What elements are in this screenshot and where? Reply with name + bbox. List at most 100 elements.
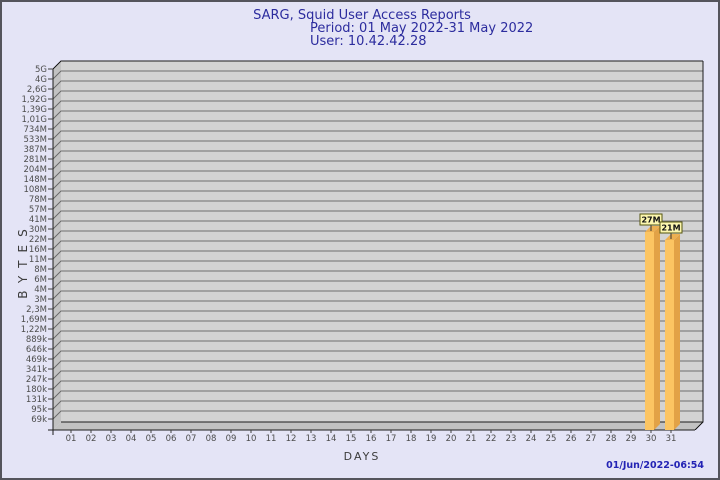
y-tick-label: 204M	[23, 165, 47, 175]
y-tick-label: 3M	[34, 295, 47, 305]
y-tick-label: 469k	[26, 355, 47, 365]
wall-tick-line	[52, 190, 62, 200]
x-tick-label: 01	[66, 434, 77, 444]
y-tick-label: 1,69M	[21, 315, 47, 325]
x-tick-label: 27	[586, 434, 597, 444]
wall-tick-line	[52, 160, 62, 170]
y-tick-label: 533M	[23, 135, 47, 145]
x-tick-label: 04	[126, 434, 137, 444]
x-tick-label: 30	[646, 434, 657, 444]
wall-tick-line	[52, 130, 62, 140]
x-tick-label: 29	[626, 434, 637, 444]
y-tick-label: 30M	[29, 225, 47, 235]
x-tick-label: 20	[446, 434, 457, 444]
wall-tick-line	[52, 410, 62, 420]
floor	[53, 422, 703, 430]
x-tick-label: 09	[226, 434, 237, 444]
y-tick-label: 889k	[26, 335, 47, 345]
y-tick-label: 247k	[26, 375, 47, 385]
wall-tick-line	[52, 240, 62, 250]
y-tick-label: 646k	[26, 345, 47, 355]
wall-tick-line	[52, 220, 62, 230]
y-tick-label: 108M	[23, 185, 47, 195]
wall-tick-line	[52, 200, 62, 210]
frame-topleft-slant	[52, 60, 62, 70]
bar-day-30	[645, 232, 654, 430]
y-tick-label: 131k	[26, 395, 47, 405]
wall-tick-line	[52, 260, 62, 270]
x-tick-label: 06	[166, 434, 177, 444]
y-tick-label: 5G	[35, 65, 47, 75]
wall-tick-line	[52, 370, 62, 380]
x-tick-label: 12	[286, 434, 297, 444]
x-tick-label: 25	[546, 434, 557, 444]
wall-tick-line	[52, 310, 62, 320]
wall-tick-line	[52, 210, 62, 220]
wall-tick-line	[52, 80, 62, 90]
y-tick-label: 22M	[29, 235, 47, 245]
wall-tick-line	[52, 320, 62, 330]
x-tick-label: 21	[466, 434, 477, 444]
wall-tick-line	[52, 330, 62, 340]
x-tick-label: 23	[506, 434, 517, 444]
wall-tick-line	[52, 110, 62, 120]
bar-top-day-31	[665, 234, 680, 240]
frame-bottomright-slant	[694, 421, 704, 431]
x-tick-label: 05	[146, 434, 157, 444]
x-tick-label: 07	[186, 434, 197, 444]
wall-tick-line	[52, 400, 62, 410]
y-tick-label: 281M	[23, 155, 47, 165]
y-tick-label: 41M	[29, 215, 47, 225]
wall-tick-line	[52, 360, 62, 370]
wall-tick-line	[52, 180, 62, 190]
chart-subtitle-user: User: 10.42.42.28	[310, 34, 427, 49]
wall-tick-line	[52, 290, 62, 300]
bar-value-label: 27M	[641, 216, 660, 225]
bar-day-31	[665, 240, 674, 430]
x-tick-label: 28	[606, 434, 617, 444]
y-tick-label: 11M	[29, 255, 47, 265]
y-tick-label: 69k	[31, 415, 47, 425]
bar-side-day-31	[674, 234, 680, 430]
wall-tick-line	[52, 270, 62, 280]
wall-tick-line	[52, 300, 62, 310]
x-tick-label: 08	[206, 434, 217, 444]
wall-tick-line	[52, 380, 62, 390]
wall-tick-line	[52, 100, 62, 110]
wall-tick-line	[52, 140, 62, 150]
x-tick-label: 13	[306, 434, 317, 444]
wall-tick-line	[52, 90, 62, 100]
wall-tick-line	[52, 350, 62, 360]
x-tick-label: 02	[86, 434, 97, 444]
wall-tick-line	[52, 150, 62, 160]
wall-tick-line	[52, 250, 62, 260]
value-box	[659, 221, 683, 234]
chart-subtitle-period: Period: 01 May 2022-31 May 2022	[310, 21, 534, 36]
y-tick-label: 1,92G	[21, 95, 47, 105]
y-tick-label: 8M	[34, 265, 47, 275]
y-tick-label: 387M	[23, 145, 47, 155]
x-tick-label: 16	[366, 434, 377, 444]
y-tick-label: 1,01G	[21, 115, 47, 125]
x-tick-label: 03	[106, 434, 117, 444]
y-tick-label: 1,22M	[21, 325, 47, 335]
x-tick-label: 31	[666, 434, 677, 444]
x-tick-label: 22	[486, 434, 497, 444]
y-tick-label: 734M	[23, 125, 47, 135]
bar-value-label: 21M	[661, 224, 680, 233]
y-tick-label: 1,39G	[21, 105, 47, 115]
y-tick-label: 57M	[29, 205, 47, 215]
wall-tick-line	[52, 340, 62, 350]
y-axis-title: BYTES	[16, 221, 30, 299]
wall-tick-line	[52, 170, 62, 180]
y-tick-label: 2,6G	[27, 85, 47, 95]
x-tick-label: 18	[406, 434, 417, 444]
y-tick-label: 4G	[35, 75, 47, 85]
x-tick-label: 19	[426, 434, 437, 444]
x-axis-title: DAYS	[343, 450, 381, 463]
y-tick-label: 16M	[29, 245, 47, 255]
bar-side-day-30	[654, 226, 660, 430]
wall-tick-line	[52, 70, 62, 80]
